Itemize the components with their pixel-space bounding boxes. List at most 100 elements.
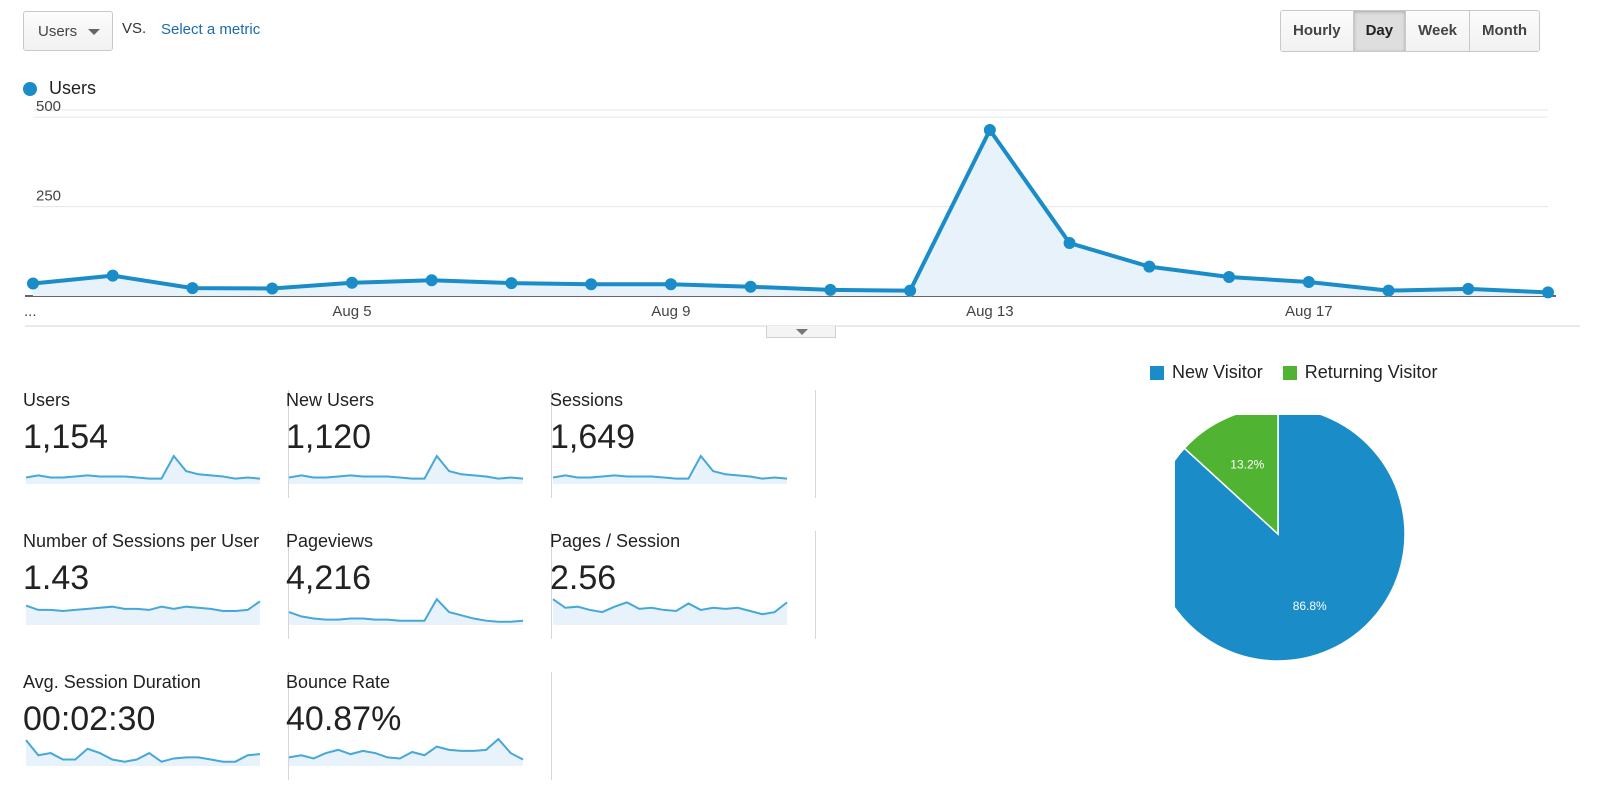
sparkline-area	[289, 739, 523, 766]
scorecard[interactable]: Number of Sessions per User 1.43	[23, 531, 289, 639]
x-tick-label: Aug 13	[966, 303, 1014, 320]
pie-slice[interactable]	[1175, 415, 1406, 662]
sparkline-line	[25, 454, 261, 480]
sparkline-line	[288, 597, 524, 623]
data-point[interactable]	[1542, 286, 1554, 299]
sparkline	[25, 600, 261, 625]
sparkline	[288, 737, 524, 766]
scorecard-value: 00:02:30	[23, 700, 156, 738]
scorecard-value: 1,649	[550, 418, 636, 456]
data-point[interactable]	[744, 280, 757, 293]
week-button[interactable]: Week	[1406, 11, 1471, 51]
sparkline-area	[289, 456, 523, 484]
data-point[interactable]	[1382, 284, 1395, 297]
vs-label: VS.	[122, 20, 147, 37]
scorecard-title: Pages / Session	[550, 531, 681, 551]
sparkline-area	[289, 599, 523, 625]
sparkline-line	[25, 739, 261, 763]
pie-legend-item-new: New Visitor	[1150, 362, 1263, 383]
sparkline-line	[25, 600, 261, 613]
sparkline-line	[552, 598, 788, 616]
data-point[interactable]	[1302, 276, 1315, 289]
data-point[interactable]	[186, 282, 199, 295]
chevron-down-icon	[796, 329, 808, 335]
scorecard-title: Pageviews	[286, 531, 374, 551]
hourly-button[interactable]: Hourly	[1281, 11, 1354, 51]
scorecard-value: 1.43	[23, 559, 90, 597]
pie-slice-label: 86.8%	[1293, 599, 1327, 613]
data-point[interactable]	[1223, 271, 1236, 284]
sparkline-area	[26, 456, 260, 484]
legend-swatch	[1282, 365, 1297, 380]
data-point[interactable]	[1063, 237, 1076, 250]
sparkline-area	[553, 599, 787, 625]
scorecard-value: 2.56	[550, 559, 617, 597]
pie-legend-item-returning: Returning Visitor	[1282, 362, 1438, 383]
x-tick-label: Aug 5	[332, 303, 371, 320]
y-tick-label: 500	[36, 100, 61, 115]
chart-resize-handle[interactable]	[766, 326, 836, 338]
sparkline-line	[552, 454, 788, 480]
chart-legend: Users	[23, 78, 96, 99]
scorecard-title: Number of Sessions per User	[23, 531, 260, 551]
data-point[interactable]	[904, 284, 917, 297]
sparkline-line	[288, 737, 524, 761]
data-point[interactable]	[505, 277, 518, 290]
series-line	[32, 128, 1549, 295]
scorecard[interactable]: Avg. Session Duration 00:02:30	[23, 672, 289, 780]
x-tick-label: Aug 9	[651, 303, 690, 320]
sparkline	[288, 597, 524, 625]
scorecard-title: Bounce Rate	[286, 672, 391, 692]
data-point[interactable]	[27, 277, 39, 290]
pie-legend-label: New Visitor	[1172, 362, 1263, 382]
data-point[interactable]	[664, 278, 677, 291]
pie-legend: New Visitor Returning Visitor	[1150, 362, 1457, 383]
data-point[interactable]	[585, 278, 598, 291]
y-tick-label: 250	[36, 188, 61, 205]
pie-legend-label: Returning Visitor	[1304, 362, 1438, 382]
data-point[interactable]	[106, 269, 119, 282]
day-button[interactable]: Day	[1353, 11, 1407, 51]
data-point[interactable]	[425, 274, 438, 287]
sparkline-line	[288, 454, 524, 480]
scorecard-value: 40.87%	[286, 700, 402, 738]
pie-slice-label: 13.2%	[1230, 457, 1264, 471]
sparkline	[25, 739, 261, 766]
granularity-selector: Hourly Day Week Month	[1280, 10, 1540, 52]
data-point[interactable]	[1462, 282, 1475, 295]
scorecard-value: 4,216	[286, 559, 372, 597]
x-tick-label: Aug 17	[1285, 303, 1333, 320]
metric-dropdown-label: Users	[38, 23, 78, 40]
scorecard[interactable]: Users 1,154	[23, 390, 289, 498]
sparkline-area	[26, 740, 260, 766]
scorecard[interactable]: Sessions 1,649	[550, 390, 816, 498]
scorecard-title: Users	[23, 390, 71, 410]
sparkline	[25, 454, 261, 484]
sparkline-area	[26, 601, 260, 625]
x-tick-label: ...	[24, 303, 37, 320]
users-line-chart: 500 250... Aug 5 Aug 9 Aug 13 Aug 17	[24, 100, 1580, 327]
scorecard-title: Sessions	[550, 390, 624, 410]
scorecard[interactable]: Pageviews 4,216	[286, 531, 552, 639]
data-point[interactable]	[266, 282, 279, 295]
scorecard-title: New Users	[286, 390, 375, 410]
metric-dropdown[interactable]: Users	[23, 11, 113, 51]
select-metric-link[interactable]: Select a metric	[161, 21, 261, 38]
scorecard[interactable]: New Users 1,120	[286, 390, 552, 498]
chevron-down-icon	[88, 29, 100, 35]
scorecard[interactable]: Pages / Session 2.56	[550, 531, 816, 639]
sparkline	[552, 598, 788, 625]
legend-label: Users	[49, 78, 97, 98]
data-point[interactable]	[1143, 260, 1156, 273]
data-point[interactable]	[345, 276, 358, 289]
sparkline-area	[553, 456, 787, 484]
scorecard[interactable]: Bounce Rate 40.87%	[286, 672, 552, 780]
sparkline	[552, 454, 788, 484]
legend-swatch	[1150, 365, 1164, 380]
pie-slice[interactable]	[1183, 415, 1279, 536]
month-button[interactable]: Month	[1470, 11, 1539, 51]
sparkline	[288, 454, 524, 484]
series-area	[33, 130, 1548, 296]
data-point[interactable]	[983, 124, 996, 137]
data-point[interactable]	[824, 283, 837, 296]
